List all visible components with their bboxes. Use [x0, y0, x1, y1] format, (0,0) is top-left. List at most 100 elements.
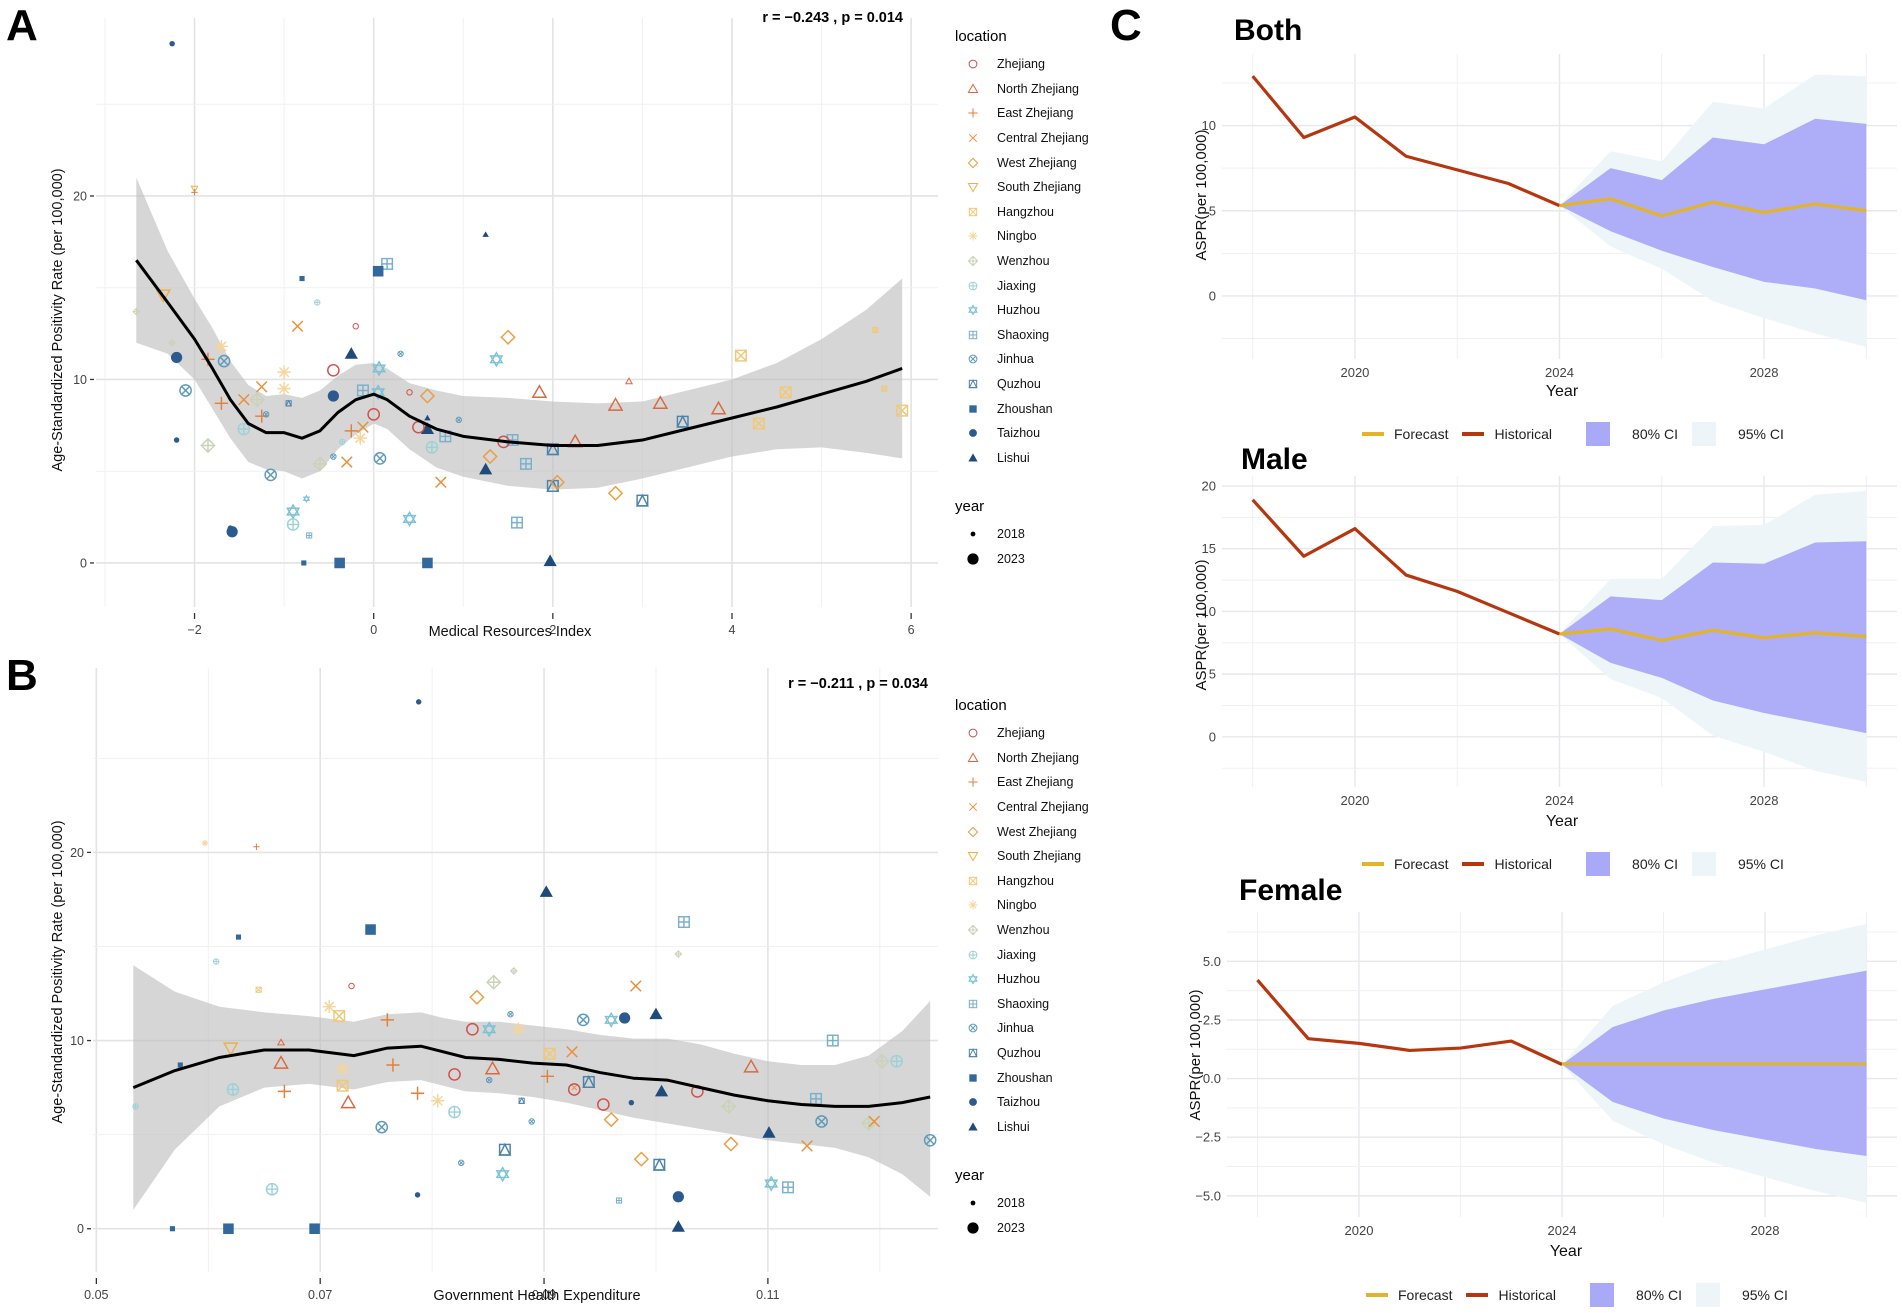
data-point-zhoushan-2023: [223, 1223, 234, 1235]
diamond-plus-marker-icon: [959, 922, 987, 938]
circle-cross-marker-icon: [959, 1020, 987, 1036]
circle-filled-marker-icon: [959, 1094, 987, 1110]
legend-item-label: Zhoushan: [997, 401, 1053, 416]
legend-item-label: Huzhou: [997, 303, 1041, 318]
data-point-taizhou-2023: [619, 1012, 631, 1024]
data-point-wenzhou-2023: [200, 437, 216, 454]
data-point-east-zhejiang-2023: [344, 424, 358, 438]
confidence-band: [136, 177, 903, 490]
panel-a-correlation: r = −0.243 , p = 0.014: [762, 10, 903, 26]
data-point-jiaxing-2023: [226, 1083, 240, 1096]
data-point-wenzhou-2018: [168, 338, 177, 347]
data-point-jinhua-2018: [262, 411, 270, 418]
panel-a-points: [132, 40, 909, 569]
legend-item-ningbo: Ningbo: [955, 224, 1089, 249]
fill-swatch-icon: [1586, 422, 1611, 446]
legend-item-forecast: Forecast: [1366, 1287, 1452, 1303]
data-point-north-zhejiang-2023: [340, 1094, 357, 1109]
data-point-ningbo-2023: [511, 1022, 525, 1036]
data-point-zhoushan-2023: [334, 557, 345, 569]
data-point-taizhou-2018: [628, 1099, 635, 1106]
panel-c-both-legend: Forecast Historical 80% CI 95% CI: [1362, 422, 1798, 446]
data-point-jiaxing-2018: [314, 299, 321, 306]
x-tick-label: 2024: [1545, 365, 1574, 380]
legend-item-quzhou: Quzhou: [955, 372, 1089, 397]
y-tick-label: 5: [1209, 203, 1216, 218]
data-point-taizhou-2023: [672, 1191, 684, 1203]
cross-marker-icon: [959, 799, 987, 815]
data-point-west-zhejiang-2023: [723, 1136, 739, 1152]
data-point-zhoushan-2023: [309, 1223, 320, 1235]
circle-cross-marker-icon: [959, 351, 987, 367]
legend-item-label: North Zhejiang: [997, 750, 1079, 765]
triangle-filled-marker-icon: [959, 450, 987, 466]
legend-item-label: Quzhou: [997, 377, 1041, 392]
legend-label: 95% CI: [1741, 1287, 1788, 1303]
data-point-wenzhou-2018: [132, 307, 141, 316]
legend-item-quzhou: Quzhou: [955, 1041, 1089, 1066]
legend-label: 80% CI: [1632, 426, 1678, 442]
data-point-zhejiang-2023: [448, 1068, 461, 1081]
x-tick-label: 2024: [1545, 793, 1574, 808]
data-point-taizhou-2023: [327, 390, 339, 402]
legend-item-label: Central Zhejiang: [997, 800, 1089, 815]
data-point-jiaxing-2018: [212, 958, 220, 965]
legend-item-label: Ningbo: [997, 229, 1037, 244]
data-point-quzhou-2023: [546, 442, 560, 456]
x-tick-label: 0: [370, 623, 377, 637]
y-tick-label: 2.5: [1203, 1012, 1221, 1027]
data-point-hangzhou-2023: [734, 349, 747, 362]
legend-item-huzhou: Huzhou: [955, 298, 1089, 323]
data-point-ningbo-2023: [322, 1000, 336, 1014]
panel-c-male-legend: Forecast Historical 80% CI 95% CI: [1362, 852, 1798, 876]
data-point-west-zhejiang-2023: [469, 989, 485, 1005]
data-point-taizhou-2018: [169, 40, 175, 47]
x-tick-label: 4: [729, 623, 736, 637]
data-point-jinhua-2023: [264, 468, 278, 482]
loess-smooth-line: [135, 259, 903, 448]
forecast-line: [1559, 197, 1867, 218]
y-tick-label: 10: [1202, 118, 1216, 133]
y-tick-label: 0: [1209, 729, 1216, 744]
legend-item-label: Taizhou: [997, 426, 1041, 441]
square-triangle-marker-icon: [959, 376, 987, 392]
data-point-north-zhejiang-2023: [484, 1060, 501, 1075]
data-point-jiaxing-2023: [265, 1182, 279, 1196]
data-point-hangzhou-2018: [255, 986, 262, 993]
star-of-david-marker-icon: [959, 971, 987, 987]
diamond-plus-marker-icon: [959, 253, 987, 269]
legend-item-jinhua: Jinhua: [955, 1016, 1089, 1041]
loess-smooth-line: [132, 1044, 931, 1108]
data-point-zhoushan-2018: [169, 1226, 176, 1232]
historical-line: [1251, 75, 1561, 208]
square-cross-marker-icon: [959, 873, 987, 889]
data-point-central-zhejiang-2023: [238, 393, 250, 406]
data-point-lishui-2023: [671, 1220, 685, 1232]
legend-item-forecast: Forecast: [1362, 426, 1448, 442]
data-point-wenzhou-2018: [509, 967, 518, 975]
year-legend-item-2023: 2023: [955, 1216, 1089, 1241]
x-tick-label: 2028: [1751, 1223, 1780, 1238]
legend-item-80-ci: 80% CI: [1590, 1283, 1682, 1307]
data-point-wenzhou-2023: [486, 974, 502, 990]
data-point-zhoushan-2023: [365, 924, 376, 935]
diamond-open-marker-icon: [959, 824, 987, 840]
data-point-north-zhejiang-2018: [624, 377, 634, 385]
year-legend-title: year: [955, 1167, 985, 1185]
data-point-zhoushan-2023: [372, 265, 384, 277]
data-point-south-zhejiang-2023: [155, 289, 172, 304]
year-legend-item-2023: 2023: [955, 547, 1089, 572]
data-point-hangzhou-2023: [896, 404, 909, 417]
triangle-filled-marker-icon: [959, 1119, 987, 1135]
year-legend-title: year: [955, 498, 985, 516]
line-swatch-icon: [1462, 432, 1485, 436]
y-tick-label: 0.0: [1203, 1071, 1221, 1086]
data-point-west-zhejiang-2023: [607, 485, 624, 501]
fill-swatch-icon: [1590, 1283, 1615, 1307]
data-point-central-zhejiang-2023: [291, 320, 304, 333]
legend-item-label: South Zhejiang: [997, 180, 1082, 195]
line-swatch-icon: [1366, 1293, 1388, 1297]
data-point-ningbo-2023: [335, 1062, 350, 1076]
legend-item-label: Zhejiang: [997, 726, 1045, 741]
data-point-huzhou-2023: [482, 1021, 497, 1038]
